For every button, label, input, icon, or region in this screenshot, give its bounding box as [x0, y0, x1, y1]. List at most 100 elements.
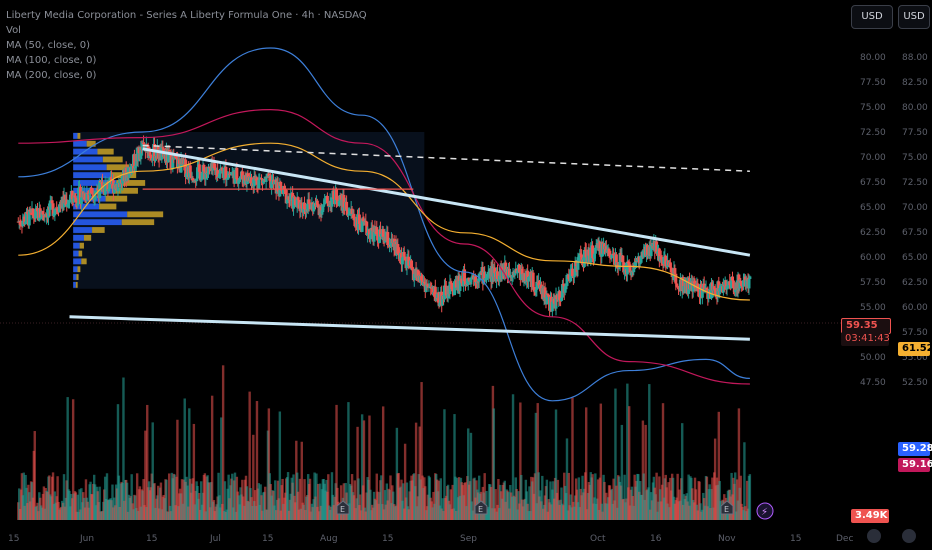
candle — [112, 185, 116, 193]
candle — [623, 270, 627, 273]
volume-bar — [648, 384, 651, 520]
volume-bar — [135, 473, 139, 520]
volume-bar — [571, 397, 574, 520]
volume-bar — [483, 473, 486, 520]
candle — [339, 194, 343, 200]
candle — [693, 283, 697, 287]
candle — [567, 274, 571, 279]
candle — [67, 202, 71, 205]
candle — [25, 211, 29, 214]
candle — [174, 157, 178, 159]
currency-button-right[interactable]: USD — [898, 5, 930, 29]
volume-bar — [221, 365, 225, 520]
candle — [142, 142, 146, 145]
volume-bar — [380, 475, 383, 520]
volume-bar — [615, 485, 618, 520]
candle — [660, 259, 664, 261]
candle — [463, 269, 467, 282]
candle — [740, 282, 744, 286]
candle — [276, 182, 280, 192]
candle — [207, 166, 211, 174]
profile-row-down — [102, 156, 123, 163]
volume-bar — [313, 472, 316, 520]
volume-bar — [402, 483, 405, 520]
volume-bar — [737, 408, 741, 520]
candle — [53, 210, 57, 214]
profile-row-down — [76, 274, 79, 280]
profile-row-up — [73, 211, 128, 218]
profile-row-down — [77, 266, 81, 273]
currency-button-left[interactable]: USD — [851, 5, 893, 29]
volume-bar — [469, 432, 473, 520]
candle — [222, 167, 226, 178]
price-tick: 72.50 — [860, 128, 886, 138]
candle — [731, 280, 735, 288]
price-tick-secondary: 75.00 — [902, 153, 928, 163]
volume-bar — [661, 403, 665, 520]
volume-bar — [591, 474, 594, 520]
candle — [649, 244, 653, 257]
volume-bar — [644, 424, 647, 520]
volume-bar — [641, 420, 645, 520]
candle — [718, 288, 722, 292]
candle — [485, 277, 489, 279]
ma-red-line — [18, 108, 750, 385]
candle — [315, 200, 319, 206]
volume-bar — [511, 394, 515, 520]
volume-bar — [208, 482, 211, 520]
volume-bar — [42, 486, 46, 520]
candle — [378, 229, 382, 237]
profile-row-up — [73, 133, 78, 139]
profile-row-down — [112, 187, 138, 194]
volume-bar — [360, 414, 364, 520]
candle — [237, 180, 241, 184]
volume-bar — [308, 478, 312, 520]
volume-bar — [676, 473, 679, 520]
volume-bar — [296, 491, 300, 520]
time-tick: Dec — [836, 534, 853, 544]
volume-bar — [577, 477, 581, 520]
volume-bar — [186, 485, 189, 520]
candle — [56, 209, 60, 212]
candle — [31, 208, 35, 216]
volume-bar — [173, 474, 176, 520]
candle — [410, 260, 414, 269]
candle — [352, 213, 356, 220]
volume-bar — [151, 422, 154, 520]
candle — [218, 168, 222, 174]
candle — [570, 268, 574, 277]
candle — [604, 246, 608, 252]
candle — [316, 205, 320, 208]
profile-row-down — [105, 195, 128, 202]
candle — [361, 218, 365, 221]
volume-bar — [614, 388, 617, 520]
candle — [424, 284, 428, 293]
candle — [206, 173, 210, 175]
candle — [93, 193, 97, 199]
candle — [364, 220, 368, 222]
volume-bar — [33, 431, 36, 520]
candle — [90, 193, 94, 195]
candle — [46, 207, 50, 218]
earnings-icon — [720, 500, 734, 515]
candle — [563, 286, 567, 293]
volume-bar — [146, 404, 149, 520]
volume-bar — [105, 473, 109, 520]
candle — [57, 204, 61, 213]
candle — [453, 281, 457, 296]
candle — [730, 276, 734, 289]
price-tick-secondary: 52.50 — [902, 378, 928, 388]
volume-bar — [541, 475, 544, 520]
candle — [705, 287, 709, 291]
candle — [714, 290, 718, 298]
profile-row-down — [83, 234, 92, 241]
candle — [558, 291, 562, 300]
candle — [614, 254, 618, 266]
volume-bar — [359, 494, 362, 520]
profile-row-up — [73, 234, 84, 241]
candle — [267, 173, 271, 177]
profile-row-down — [92, 227, 105, 233]
candle — [345, 201, 349, 210]
candle — [682, 285, 686, 293]
